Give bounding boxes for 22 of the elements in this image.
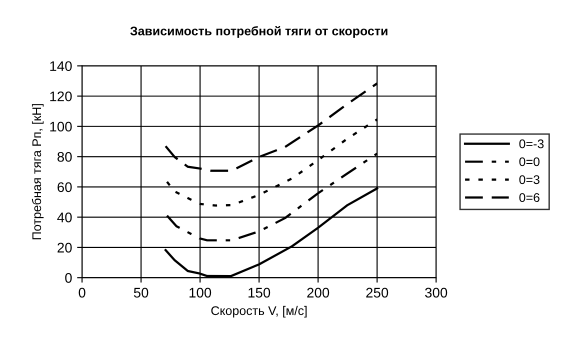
x-tick-label: 50: [134, 288, 148, 298]
y-tick-label: 20: [58, 242, 72, 253]
x-tick-label: 300: [425, 288, 448, 298]
legend-label: 0=0: [519, 157, 540, 166]
y-tick-label: 60: [58, 182, 72, 192]
y-tick-label: 120: [50, 91, 72, 102]
legend-label: 0=6: [519, 193, 540, 202]
y-tick-label: 80: [57, 152, 72, 162]
chart-title: Зависимость потребной тяги от скорости: [130, 26, 388, 38]
y-tick-label: 100: [50, 122, 72, 132]
x-tick-label: 200: [307, 288, 330, 298]
x-axis-title: Скорость V, [м/с]: [211, 306, 307, 318]
y-tick-label: 0: [65, 273, 72, 283]
x-tick-label: 100: [190, 288, 212, 298]
x-tick-label: 250: [366, 288, 388, 298]
x-tick-label: 0: [78, 288, 86, 298]
legend-label: 0=3: [519, 175, 540, 184]
y-axis-title: Потребная тяга Pп, [кН]: [32, 104, 44, 240]
x-tick-label: 150: [248, 288, 270, 298]
y-tick-label: 40: [57, 212, 72, 222]
y-tick-label: 140: [50, 61, 72, 72]
legend-label: 0=-3: [519, 139, 544, 148]
